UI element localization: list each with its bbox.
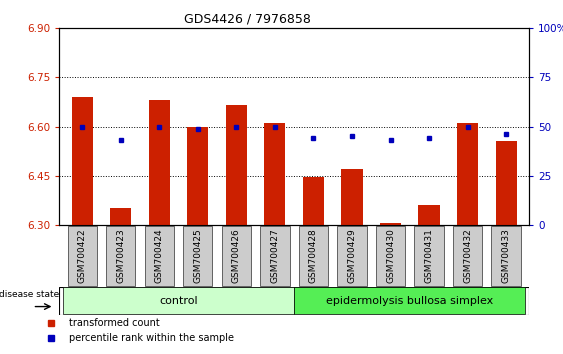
Text: GSM700427: GSM700427 <box>270 228 279 283</box>
FancyBboxPatch shape <box>260 226 289 285</box>
Bar <box>418 205 440 225</box>
Text: disease state: disease state <box>0 290 60 299</box>
Text: GSM700433: GSM700433 <box>502 228 511 283</box>
Text: GSM700426: GSM700426 <box>232 228 241 283</box>
FancyBboxPatch shape <box>491 226 521 285</box>
FancyBboxPatch shape <box>294 287 525 314</box>
FancyBboxPatch shape <box>63 287 294 314</box>
FancyBboxPatch shape <box>183 226 212 285</box>
Text: GSM700423: GSM700423 <box>117 228 126 283</box>
Bar <box>495 141 517 225</box>
FancyBboxPatch shape <box>106 226 136 285</box>
Bar <box>380 223 401 225</box>
FancyBboxPatch shape <box>59 287 529 315</box>
FancyBboxPatch shape <box>222 226 251 285</box>
Text: GSM700431: GSM700431 <box>425 228 434 283</box>
FancyBboxPatch shape <box>453 226 482 285</box>
FancyBboxPatch shape <box>68 226 97 285</box>
Text: GSM700429: GSM700429 <box>347 228 356 283</box>
FancyBboxPatch shape <box>376 226 405 285</box>
Text: GSM700425: GSM700425 <box>193 228 202 283</box>
Text: transformed count: transformed count <box>69 319 159 329</box>
FancyBboxPatch shape <box>145 226 174 285</box>
Bar <box>187 127 208 225</box>
Bar <box>341 169 363 225</box>
FancyBboxPatch shape <box>414 226 444 285</box>
Bar <box>149 101 170 225</box>
Bar <box>110 209 131 225</box>
Bar <box>226 105 247 225</box>
Text: epidermolysis bullosa simplex: epidermolysis bullosa simplex <box>326 296 493 306</box>
Bar <box>457 123 478 225</box>
FancyBboxPatch shape <box>337 226 367 285</box>
Text: GSM700424: GSM700424 <box>155 228 164 283</box>
Text: GDS4426 / 7976858: GDS4426 / 7976858 <box>184 12 311 25</box>
FancyBboxPatch shape <box>299 226 328 285</box>
Bar <box>264 123 285 225</box>
Text: control: control <box>159 296 198 306</box>
Text: GSM700430: GSM700430 <box>386 228 395 283</box>
Text: GSM700432: GSM700432 <box>463 228 472 283</box>
Text: percentile rank within the sample: percentile rank within the sample <box>69 333 234 343</box>
Bar <box>303 177 324 225</box>
Text: GSM700428: GSM700428 <box>309 228 318 283</box>
Text: GSM700422: GSM700422 <box>78 228 87 283</box>
Bar <box>72 97 93 225</box>
